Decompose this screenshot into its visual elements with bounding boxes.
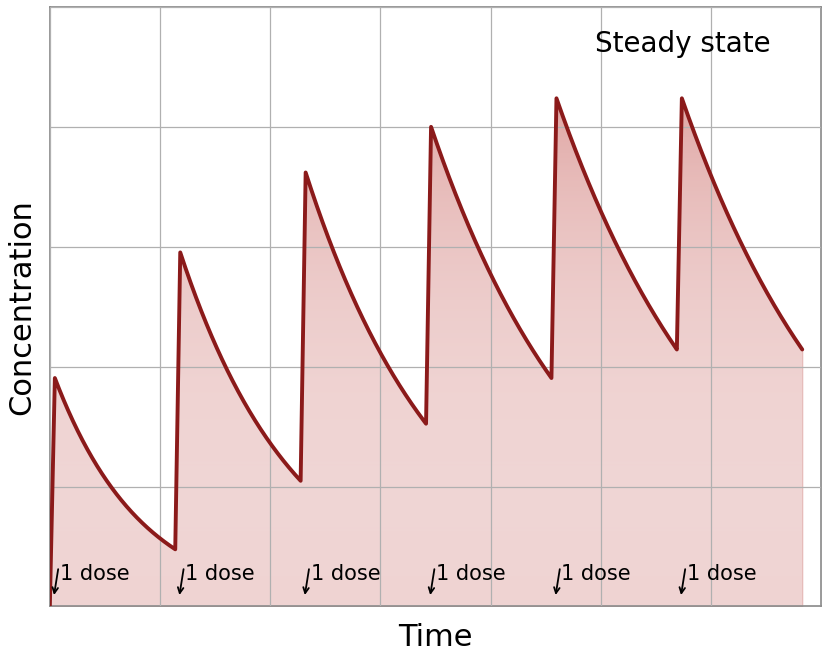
Polygon shape bbox=[50, 98, 801, 606]
Text: 1 dose: 1 dose bbox=[436, 563, 505, 584]
Y-axis label: Concentration: Concentration bbox=[7, 199, 36, 415]
Text: 1 dose: 1 dose bbox=[185, 563, 255, 584]
Text: 1 dose: 1 dose bbox=[561, 563, 630, 584]
Text: 1 dose: 1 dose bbox=[60, 563, 129, 584]
Text: 1 dose: 1 dose bbox=[686, 563, 756, 584]
Text: Steady state: Steady state bbox=[595, 30, 770, 59]
Text: 1 dose: 1 dose bbox=[310, 563, 380, 584]
X-axis label: Time: Time bbox=[398, 623, 472, 652]
